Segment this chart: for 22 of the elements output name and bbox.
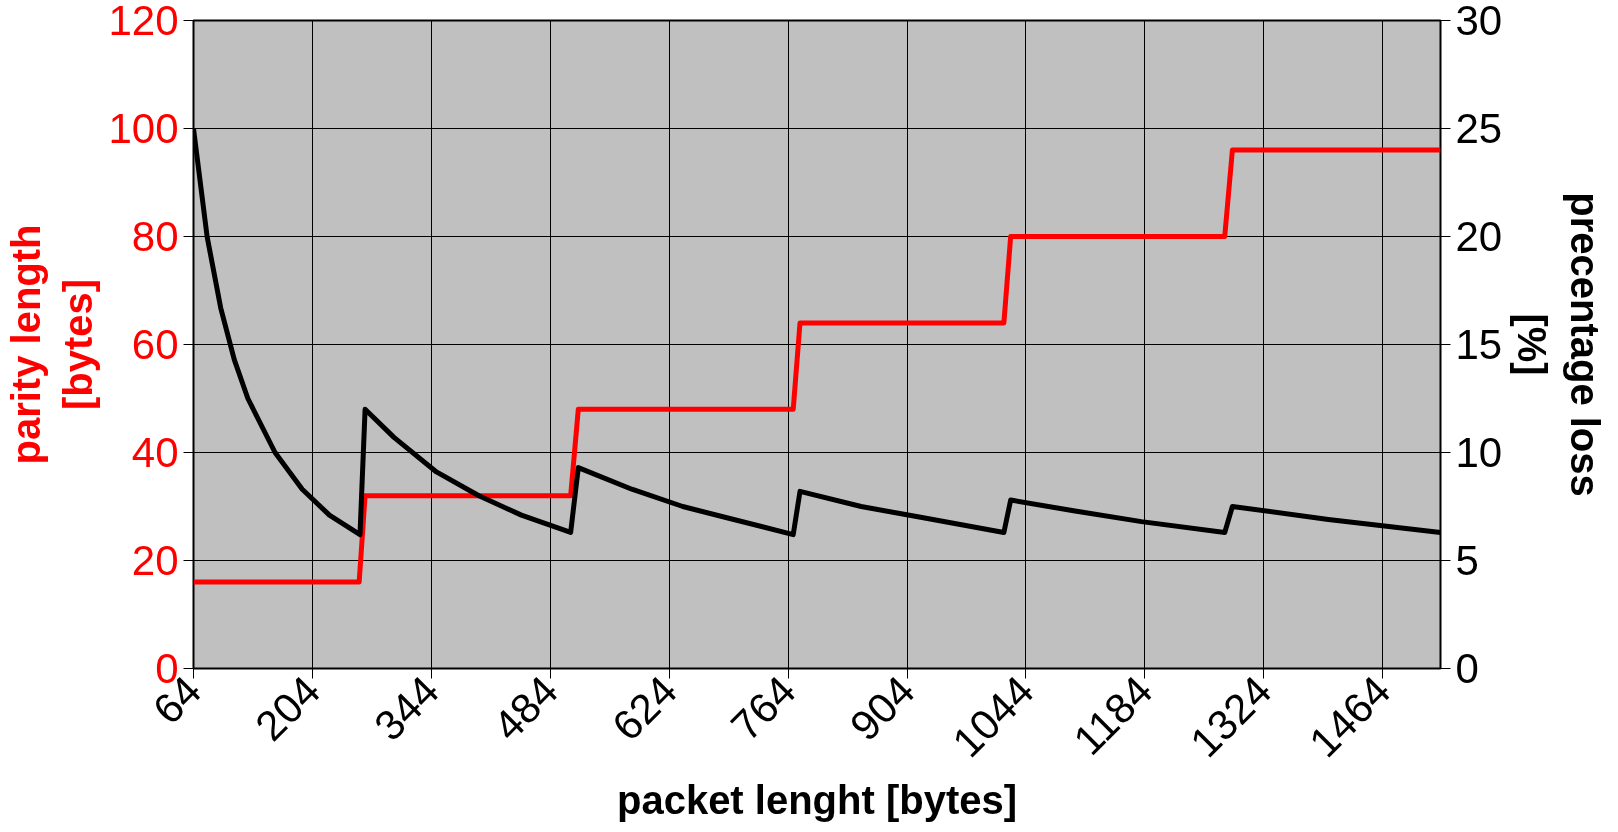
y2-tick-label: 25 xyxy=(1455,105,1503,152)
x-tick-label: 764 xyxy=(721,666,805,750)
y2-tick-label: 10 xyxy=(1455,429,1503,476)
y2-tick-label: 30 xyxy=(1455,0,1503,44)
y-tick-label: 100 xyxy=(108,105,179,152)
y2-tick-label: 0 xyxy=(1455,645,1479,692)
y-tick-label: 40 xyxy=(131,429,179,476)
y2-axis-title: precentage loss [%] xyxy=(1510,192,1608,497)
x-tick-label: 204 xyxy=(246,666,330,750)
y-axis-title: parity length [bytes] xyxy=(3,224,101,465)
x-tick-label: 624 xyxy=(603,666,686,750)
x-tick-label: 904 xyxy=(840,666,924,750)
y2-tick-label: 20 xyxy=(1455,213,1503,260)
x-tick-label: 344 xyxy=(365,666,448,750)
x-tick-label: 484 xyxy=(484,666,567,750)
y2-tick-label: 5 xyxy=(1455,537,1479,584)
y2-tick-label: 15 xyxy=(1455,321,1503,368)
x-axis-title: packet lenght [bytes] xyxy=(616,778,1018,823)
y-tick-label: 120 xyxy=(108,0,179,44)
y-tick-label: 20 xyxy=(131,537,179,584)
y-tick-label: 60 xyxy=(131,321,179,368)
y-tick-label: 80 xyxy=(131,213,179,260)
